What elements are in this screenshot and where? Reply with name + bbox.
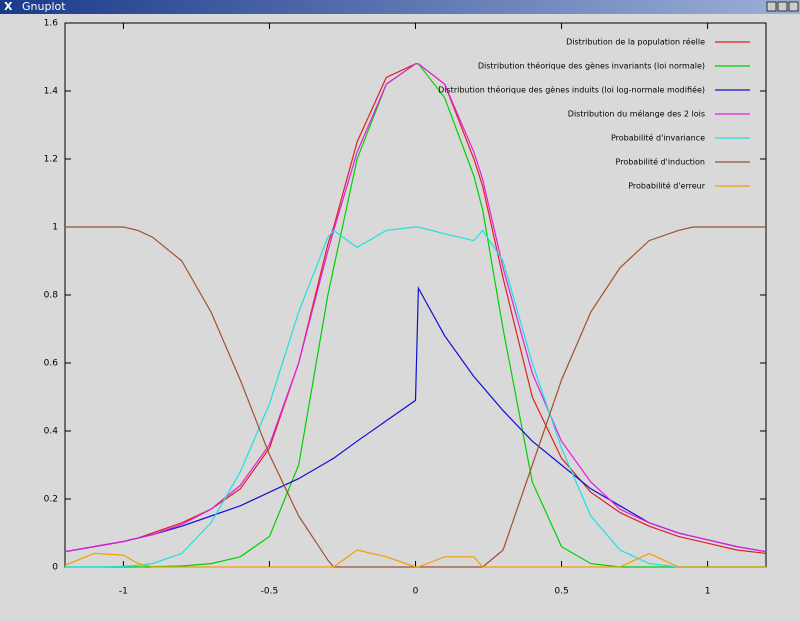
x-tick-label: 0.5 [554, 587, 568, 597]
legend-label: Distribution de la population réelle [566, 37, 705, 47]
y-tick-label: 1.4 [44, 87, 59, 97]
x-logo: X [4, 0, 13, 13]
x-tick-label: 1 [705, 587, 711, 597]
x-tick-label: -1 [119, 587, 128, 597]
minimize-button[interactable] [766, 1, 777, 12]
series-line [65, 226, 766, 568]
legend-label: Distribution théorique des gènes induits… [438, 85, 705, 95]
y-tick-label: 0 [52, 563, 58, 573]
series-line [64, 63, 767, 553]
y-tick-label: 1.2 [44, 155, 58, 165]
maximize-button[interactable] [777, 1, 788, 12]
close-button[interactable] [788, 1, 799, 12]
y-tick-label: 0.6 [44, 359, 59, 369]
legend-label: Distribution du mélange des 2 lois [568, 109, 705, 119]
y-tick-label: 0.8 [44, 291, 59, 301]
legend-label: Probabilité d'invariance [611, 133, 705, 143]
y-tick-label: 1 [52, 223, 58, 233]
window-title: Gnuplot [22, 0, 66, 13]
legend-label: Distribution théorique des gènes invaria… [478, 61, 705, 71]
x-tick-label: 0 [413, 587, 419, 597]
title-bar: X Gnuplot [0, 0, 800, 14]
x-tick-label: -0.5 [261, 587, 279, 597]
y-tick-label: 0.2 [44, 495, 58, 505]
series-line [64, 549, 766, 568]
y-tick-label: 0.4 [44, 427, 59, 437]
y-tick-label: 1.6 [44, 19, 59, 29]
legend-label: Probabilité d'induction [616, 157, 705, 167]
legend-label: Probabilité d'erreur [628, 181, 705, 191]
title-bar-bg [0, 0, 800, 14]
